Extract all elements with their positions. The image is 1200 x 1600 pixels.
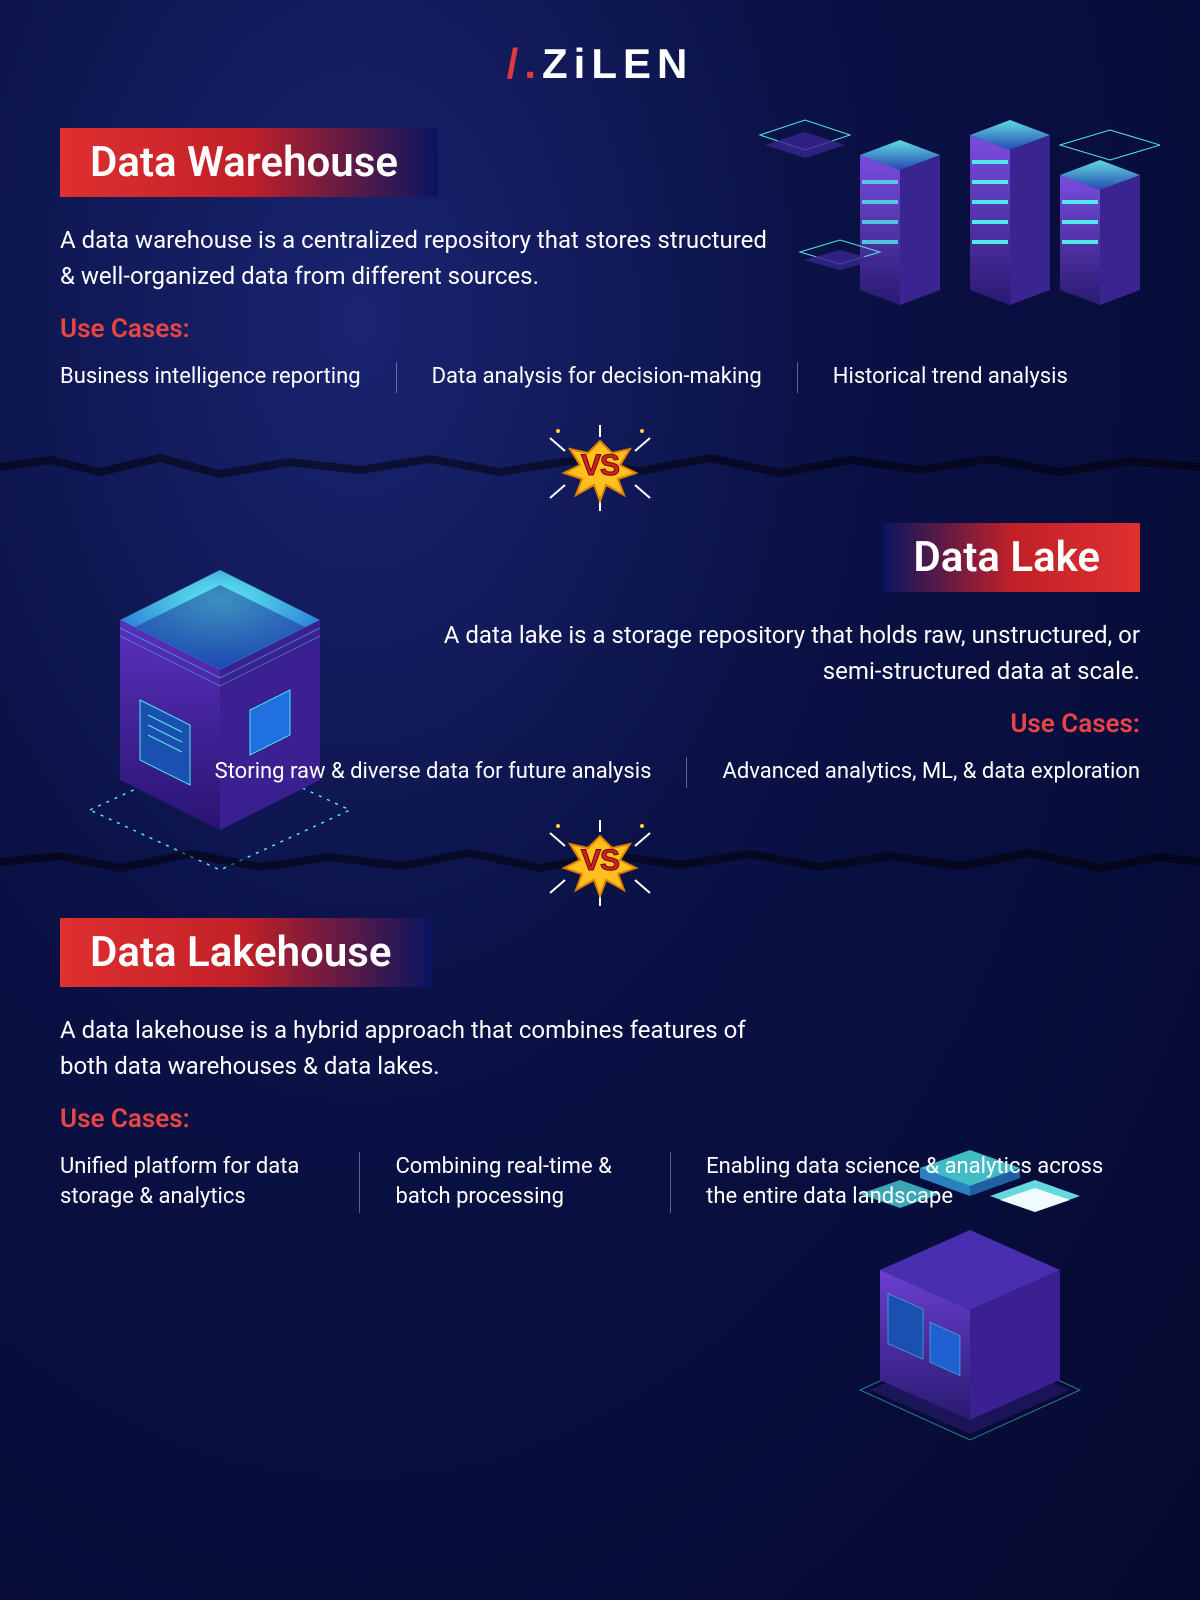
use-cases-label: Use Cases: [60,709,1140,739]
use-case-item: Business intelligence reporting [60,362,396,393]
section-title: Data Warehouse [60,128,438,197]
vs-divider: VS [0,828,1200,898]
use-cases-label: Use Cases: [60,1104,1140,1134]
use-case-item: Advanced analytics, ML, & data explorati… [686,757,1140,788]
use-case-item: Combining real-time & batch processing [359,1152,670,1214]
use-cases-row: Storing raw & diverse data for future an… [60,757,1140,788]
logo-text: ZiLEN [542,40,693,87]
section-description: A data warehouse is a centralized reposi… [60,222,780,294]
vs-divider: VS [0,433,1200,503]
use-cases-label: Use Cases: [60,314,1140,344]
use-cases-row: Business intelligence reporting Data ana… [60,362,1140,393]
vs-label: VS [581,844,619,878]
use-case-item: Data analysis for decision-making [396,362,797,393]
section-description: A data lakehouse is a hybrid approach th… [60,1012,780,1084]
vs-label: VS [581,449,619,483]
use-case-item: Historical trend analysis [797,362,1103,393]
logo-slash: /. [507,40,542,87]
vs-burst-icon: VS [540,818,660,908]
section-description: A data lake is a storage repository that… [420,617,1140,689]
brand-logo: /.ZiLEN [0,0,1200,108]
use-case-item: Enabling data science & analytics across… [670,1152,1140,1214]
section-data-lakehouse: Data Lakehouse A data lakehouse is a hyb… [0,898,1200,1254]
section-title: Data Lake [883,523,1140,592]
use-case-item: Storing raw & diverse data for future an… [180,757,687,788]
section-data-lake: Data Lake A data lake is a storage repos… [0,503,1200,828]
use-cases-row: Unified platform for data storage & anal… [60,1152,1140,1214]
section-title: Data Lakehouse [60,918,432,987]
use-case-item: Unified platform for data storage & anal… [60,1152,359,1214]
vs-burst-icon: VS [540,423,660,513]
section-data-warehouse: Data Warehouse A data warehouse is a cen… [0,108,1200,433]
